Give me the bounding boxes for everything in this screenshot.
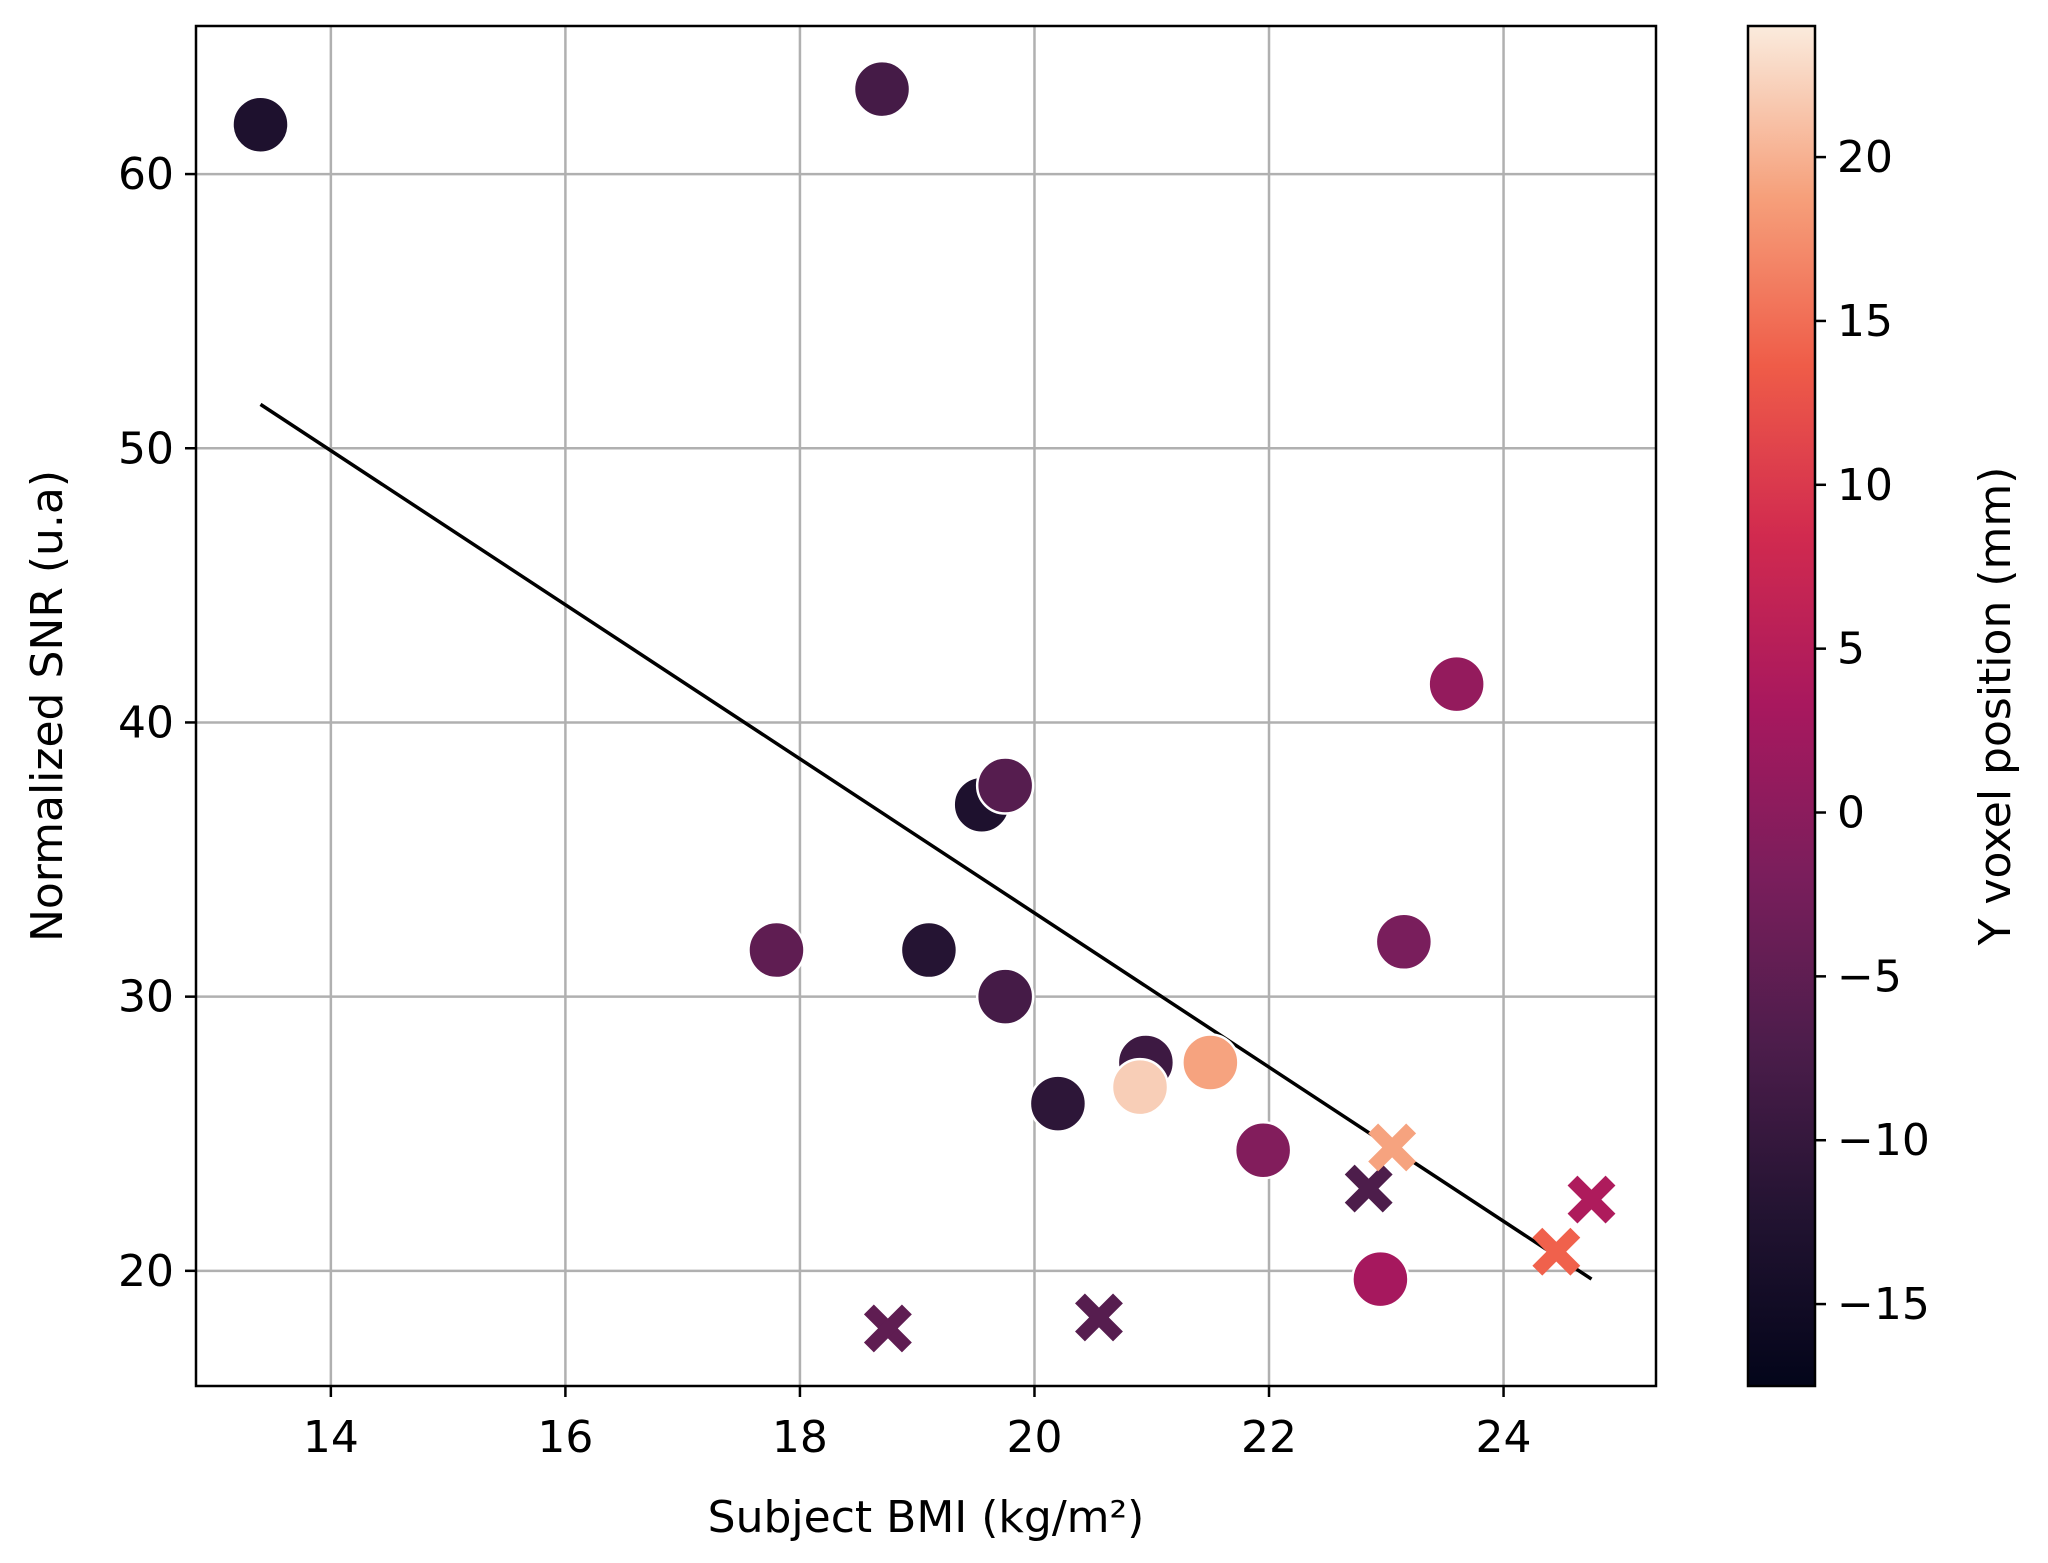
scatter-point-circle	[1181, 1033, 1240, 1092]
x-tick-label: 20	[1006, 1412, 1062, 1463]
colorbar-tick-label: −15	[1837, 1279, 1930, 1330]
scatter-point-x	[1344, 1164, 1393, 1213]
x-tick-label: 16	[537, 1412, 593, 1463]
y-tick-label: 40	[118, 697, 174, 748]
grid	[196, 26, 1656, 1386]
y-tick-label: 20	[118, 1246, 174, 1297]
scatter-point-circle	[1233, 1120, 1293, 1180]
y-axis-label: Normalized SNR (u.a)	[22, 470, 73, 942]
scatter-point-circle	[1351, 1249, 1410, 1309]
scatter-point-circle	[899, 920, 959, 980]
x-tick-label: 14	[303, 1412, 359, 1463]
scatter-point-x	[863, 1304, 912, 1353]
y-tick-label: 50	[118, 423, 174, 474]
x-axis-label: Subject BMI (kg/m²)	[708, 1492, 1145, 1543]
x-marker-stroke	[863, 1304, 912, 1353]
x-tick-label: 18	[772, 1412, 828, 1463]
scatter-point-x	[1075, 1293, 1123, 1342]
x-marker-stroke	[1075, 1293, 1123, 1342]
colorbar-tick-label: −10	[1837, 1115, 1930, 1166]
scatter-point-circle	[975, 967, 1035, 1026]
plot-frame	[194, 24, 1658, 1388]
scatter-point-x	[1532, 1227, 1581, 1276]
y-tick-label: 30	[118, 972, 174, 1023]
scatter-point-circle	[975, 756, 1035, 815]
scatter-point-circle	[747, 920, 806, 980]
x-marker-stroke	[1567, 1175, 1616, 1224]
y-tick-label: 60	[118, 149, 174, 200]
x-tick-label: 22	[1241, 1412, 1297, 1463]
colorbar-tick-label: 5	[1837, 624, 1865, 675]
colorbar-tick-label: 10	[1837, 460, 1893, 511]
x-marker-stroke	[1368, 1123, 1417, 1172]
x-tick-label: 24	[1476, 1412, 1532, 1463]
scatter-point-x	[1567, 1175, 1616, 1224]
colorbar	[1746, 24, 1817, 1388]
scatter-point-x	[1368, 1123, 1417, 1172]
scatter-point-circle	[1028, 1074, 1088, 1133]
x-marker-stroke	[1344, 1164, 1393, 1213]
colorbar-tick-label: 15	[1837, 296, 1893, 347]
colorbar-tick-label: 0	[1837, 788, 1865, 839]
scatter-point-circle	[1110, 1057, 1170, 1117]
colorbar-label: Y voxel position (mm)	[1970, 467, 2021, 947]
scatter-point-circle	[231, 95, 290, 154]
colorbar-tick-label: 20	[1837, 132, 1893, 183]
colorbar-tick-label: −5	[1837, 951, 1902, 1002]
scatter-point-circle	[1374, 912, 1434, 972]
scatter-point-circle	[1427, 654, 1486, 714]
scatter-point-circle	[852, 59, 912, 119]
x-marker-stroke	[1532, 1227, 1581, 1276]
